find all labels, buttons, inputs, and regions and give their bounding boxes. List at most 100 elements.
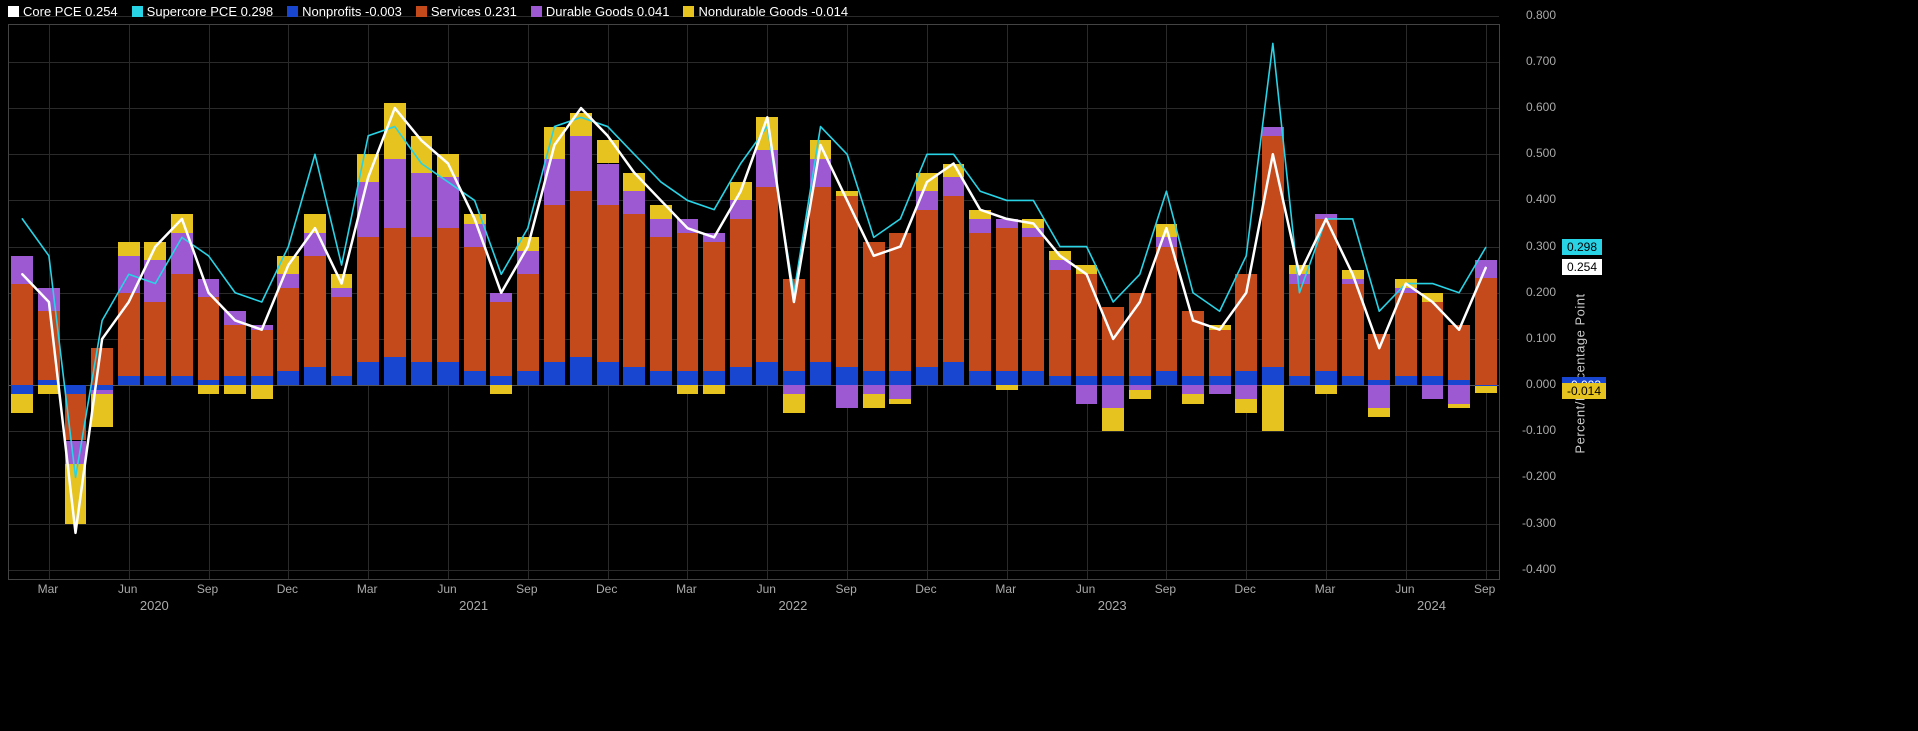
bar-nonprofits: [118, 376, 140, 385]
bar-nondurable: [277, 256, 299, 274]
bar-nondurable: [943, 164, 965, 178]
bar-nondurable: [517, 237, 539, 251]
x-tick-month: Sep: [197, 582, 218, 596]
y-tick: 0.400: [1526, 192, 1556, 206]
bar-nonprofits: [171, 376, 193, 385]
bar-services: [1235, 274, 1257, 371]
bar-nonprofits: [384, 357, 406, 385]
y-tick: -0.200: [1522, 469, 1556, 483]
bar-nonprofits: [357, 362, 379, 385]
bar-services: [650, 237, 672, 371]
bar-nondurable: [783, 394, 805, 412]
bar-nonprofits: [996, 371, 1018, 385]
bar-nondurable: [224, 385, 246, 394]
legend-item[interactable]: Nonprofits -0.003: [287, 4, 402, 19]
bar-durable: [1156, 237, 1178, 246]
bar-durable: [1289, 274, 1311, 283]
bar-nonprofits: [570, 357, 592, 385]
bar-durable: [730, 200, 752, 218]
bar-services: [597, 205, 619, 362]
bar-nondurable: [703, 385, 725, 394]
legend-item[interactable]: Core PCE 0.254: [8, 4, 118, 19]
bar-services: [91, 348, 113, 385]
bar-nonprofits: [1235, 371, 1257, 385]
bar-durable: [171, 233, 193, 275]
bar-nonprofits: [836, 367, 858, 385]
bar-nonprofits: [464, 371, 486, 385]
bar-nondurable: [65, 464, 87, 524]
bar-nondurable: [11, 394, 33, 412]
bar-services: [783, 279, 805, 371]
legend-item[interactable]: Durable Goods 0.041: [531, 4, 670, 19]
bar-nonprofits: [1102, 376, 1124, 385]
x-tick-year: 2020: [140, 598, 169, 613]
y-tick: 0.200: [1526, 285, 1556, 299]
bar-nonprofits: [810, 362, 832, 385]
bar-services: [943, 196, 965, 362]
bar-services: [810, 187, 832, 362]
bar-services: [384, 228, 406, 357]
bar-services: [224, 325, 246, 376]
bar-services: [969, 233, 991, 372]
bar-nondurable: [251, 385, 273, 399]
bar-nonprofits: [1182, 376, 1204, 385]
bar-services: [11, 284, 33, 386]
bar-services: [570, 191, 592, 357]
bar-durable: [144, 260, 166, 302]
bar-services: [144, 302, 166, 376]
y-tick: 0.800: [1526, 8, 1556, 22]
x-tick-month: Dec: [596, 582, 617, 596]
bar-durable: [756, 150, 778, 187]
bar-services: [889, 233, 911, 372]
bar-durable: [65, 441, 87, 464]
bar-durable: [357, 182, 379, 237]
bar-services: [464, 247, 486, 372]
bar-nondurable: [1395, 279, 1417, 288]
bar-durable: [331, 288, 353, 297]
bar-nondurable: [677, 385, 699, 394]
bar-durable: [198, 279, 220, 297]
bar-nondurable: [304, 214, 326, 232]
bar-nonprofits: [650, 371, 672, 385]
y-tick: -0.400: [1522, 562, 1556, 576]
bar-nonprofits: [677, 371, 699, 385]
legend-swatch: [683, 6, 694, 17]
bar-services: [1209, 330, 1231, 376]
bar-durable: [677, 219, 699, 233]
x-tick-year: 2021: [459, 598, 488, 613]
bar-durable: [1262, 127, 1284, 136]
bar-durable: [1102, 385, 1124, 408]
bar-durable: [304, 233, 326, 256]
bar-services: [1395, 293, 1417, 376]
bar-durable: [1475, 260, 1497, 279]
bar-services: [65, 394, 87, 440]
bar-durable: [384, 159, 406, 228]
bar-services: [277, 288, 299, 371]
y-tick: 0.300: [1526, 239, 1556, 253]
bar-nondurable: [810, 140, 832, 158]
x-tick-month: Dec: [915, 582, 936, 596]
legend-item[interactable]: Supercore PCE 0.298: [132, 4, 273, 19]
bar-durable: [943, 177, 965, 195]
bar-services: [1182, 311, 1204, 376]
bar-durable: [224, 311, 246, 325]
bar-services: [756, 187, 778, 362]
x-tick-year: 2024: [1417, 598, 1446, 613]
x-tick-month: Mar: [357, 582, 378, 596]
x-tick-month: Jun: [118, 582, 137, 596]
bar-services: [198, 297, 220, 380]
bar-nonprofits: [544, 362, 566, 385]
bar-nonprofits: [1129, 376, 1151, 385]
bar-nondurable: [756, 117, 778, 149]
bar-durable: [703, 233, 725, 242]
bar-nonprofits: [863, 371, 885, 385]
legend-item[interactable]: Services 0.231: [416, 4, 517, 19]
bar-durable: [916, 191, 938, 209]
bar-nondurable: [357, 154, 379, 182]
legend-item[interactable]: Nondurable Goods -0.014: [683, 4, 848, 19]
bar-durable: [810, 159, 832, 187]
bar-nondurable: [570, 113, 592, 136]
bar-nondurable: [1475, 386, 1497, 392]
y-tick: 0.100: [1526, 331, 1556, 345]
x-tick-month: Sep: [516, 582, 537, 596]
